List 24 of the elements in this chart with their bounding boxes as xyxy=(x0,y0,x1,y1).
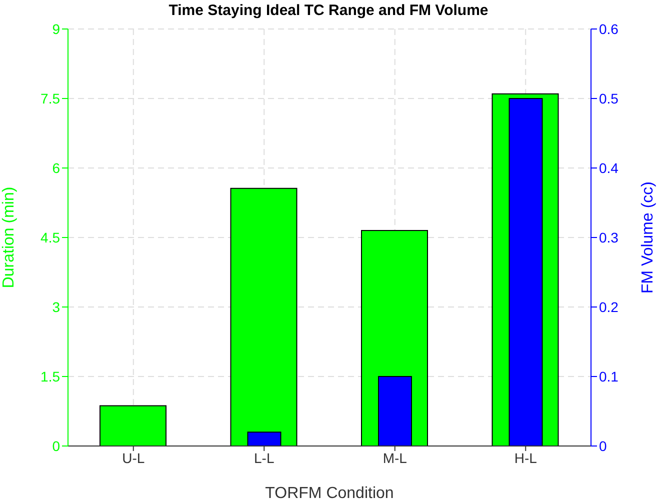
bar xyxy=(230,188,298,446)
x-axis-title: TORFM Condition xyxy=(265,485,394,502)
y2-tick-label: 0.6 xyxy=(599,20,619,37)
y-tick-label: 7.5 xyxy=(40,90,60,106)
y-axis-title: Duration (min) xyxy=(0,186,18,288)
y-tick-label: 0 xyxy=(52,438,60,454)
x-tick-label: H-L xyxy=(514,450,538,466)
y2-tick-label: 0.2 xyxy=(599,298,619,315)
y2-tick-label: 0.4 xyxy=(599,160,619,176)
y-tick-label: 6 xyxy=(52,160,60,176)
chart-title: Time Staying Ideal TC Range and FM Volume xyxy=(168,1,490,21)
y-tick-label: 1.5 xyxy=(40,368,60,384)
y2-tick-label: 0 xyxy=(599,438,607,454)
y-tick-label: 9 xyxy=(52,20,60,37)
y2-tick-label: 0.3 xyxy=(599,229,619,246)
y-tick-label: 4.5 xyxy=(40,229,60,246)
x-tick-label: M-L xyxy=(382,450,408,466)
y-tick-label: 3 xyxy=(52,298,60,315)
x-tick-label: U-L xyxy=(122,450,145,466)
y2-tick-label: 0.1 xyxy=(599,368,619,384)
x-tick-label: L-L xyxy=(254,450,274,466)
y2-tick-label: 0.5 xyxy=(599,90,619,106)
y2-axis-title: FM Volume (cc) xyxy=(640,181,657,294)
bar xyxy=(100,405,166,446)
